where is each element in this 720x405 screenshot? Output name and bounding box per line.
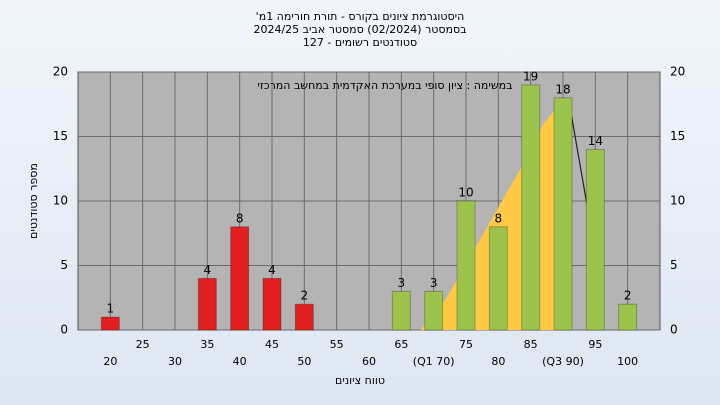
bar xyxy=(100,316,120,331)
subtitle: במשימה : ציון סופי במערכת האקדמית במחשב … xyxy=(258,79,513,92)
bar xyxy=(230,226,250,331)
bar xyxy=(618,303,638,331)
value-label: 1 xyxy=(107,302,115,316)
y-tick-label: 10 xyxy=(53,194,68,208)
bar xyxy=(585,148,605,331)
x-tick-label: (Q3 90) xyxy=(542,355,584,368)
x-tick-label: 45 xyxy=(265,338,279,351)
bar xyxy=(553,97,573,331)
value-label: 14 xyxy=(588,134,603,148)
x-tick-label: 50 xyxy=(297,355,311,368)
y-tick-label: 5 xyxy=(60,258,68,272)
value-label: 4 xyxy=(268,263,276,277)
x-tick-label: 30 xyxy=(168,355,182,368)
x-tick-label: 20 xyxy=(103,355,117,368)
y2-tick-label: 0 xyxy=(670,323,678,337)
value-label: 3 xyxy=(398,276,406,290)
x-tick-label: 25 xyxy=(136,338,150,351)
value-label: 18 xyxy=(555,82,570,96)
y-axis-label: מספר סטודנטים xyxy=(27,163,40,239)
x-tick-label: 65 xyxy=(394,338,408,351)
bar xyxy=(424,290,444,331)
y2-tick-label: 20 xyxy=(670,65,685,79)
x-tick-label: 85 xyxy=(524,338,538,351)
x-tick-label: 95 xyxy=(588,338,602,351)
value-label: 8 xyxy=(236,211,244,225)
bar xyxy=(197,277,217,331)
y2-tick-label: 5 xyxy=(670,258,678,272)
value-label: 4 xyxy=(204,263,212,277)
chart-title: 127 - סטודנטים רשומים xyxy=(303,36,417,49)
value-label: 3 xyxy=(430,276,438,290)
value-label: 2 xyxy=(624,289,632,303)
y-tick-label: 20 xyxy=(53,65,68,79)
bar xyxy=(262,277,282,331)
x-tick-label: (Q1 70) xyxy=(413,355,455,368)
y2-tick-label: 10 xyxy=(670,194,685,208)
chart-title: 'היסטוגרמת ציונים בקורס - תורת חורימה 1מ xyxy=(256,10,465,23)
x-tick-label: 40 xyxy=(233,355,247,368)
value-label: 2 xyxy=(301,289,309,303)
bar xyxy=(294,303,314,331)
x-tick-label: 100 xyxy=(617,355,638,368)
value-label: 8 xyxy=(495,211,503,225)
chart-title: בסמסטר (02/2024) סמסטר אביב 2024/25 xyxy=(253,23,466,36)
value-label: 19 xyxy=(523,69,538,83)
x-tick-label: 55 xyxy=(330,338,344,351)
x-tick-label: 35 xyxy=(200,338,214,351)
y-tick-label: 15 xyxy=(53,129,68,143)
y-tick-label: 0 xyxy=(60,323,68,337)
value-label: 10 xyxy=(458,186,473,200)
x-axis-label: טווח ציונים xyxy=(335,374,385,387)
x-tick-label: 60 xyxy=(362,355,376,368)
y2-tick-label: 15 xyxy=(670,129,685,143)
bar xyxy=(391,290,411,331)
x-tick-label: 80 xyxy=(491,355,505,368)
bar xyxy=(521,84,541,331)
x-tick-label: 75 xyxy=(459,338,473,351)
bar xyxy=(488,226,508,331)
bar xyxy=(456,200,476,331)
